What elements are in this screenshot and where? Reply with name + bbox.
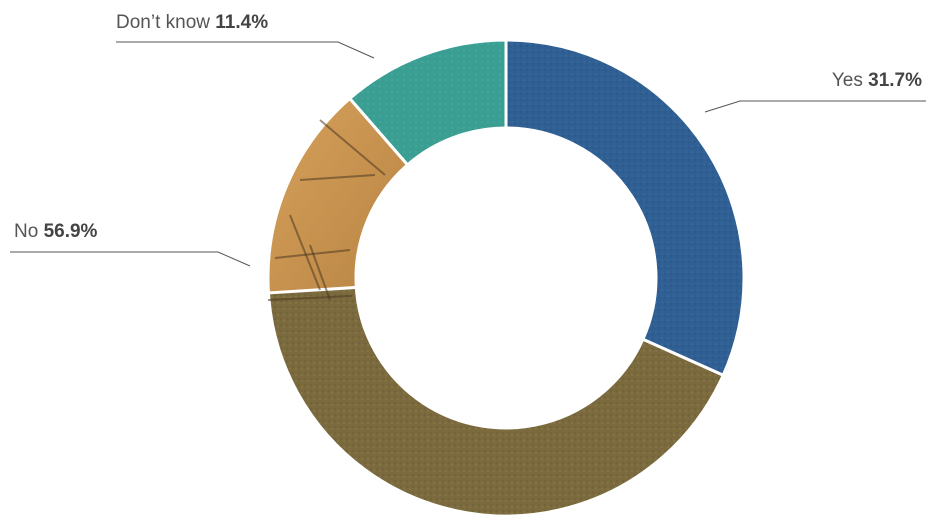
chip-contact-line (267, 295, 353, 301)
slice-labels: Yes 31.7% No 56.9% Don’t know 11.4% (10, 12, 926, 267)
donut-slices (266, 38, 746, 515)
slice-label-value: 11.4% (215, 12, 268, 33)
slice-label-value: 31.7% (868, 70, 922, 91)
chip-gold-overlay (266, 96, 410, 295)
chip-contact-line (309, 244, 331, 301)
slice-label-name: No (14, 221, 44, 242)
slice-label-name: Don’t know (116, 12, 215, 33)
slice-label: Yes 31.7% (832, 70, 922, 91)
leader-line (10, 251, 251, 267)
chip-contact-line (319, 119, 386, 176)
slice-label: No 56.9% (14, 221, 98, 242)
leader-line (704, 100, 926, 113)
slice-yes (504, 38, 746, 378)
chip-texture-decoration (266, 96, 410, 301)
leader-line (116, 41, 375, 59)
slice-label-name: Yes (832, 70, 868, 91)
chip-contact-line (289, 214, 321, 291)
chip-contact-line (299, 174, 376, 181)
slice-label: Don’t know 11.4% (116, 12, 268, 33)
slice-label-value: 56.9% (44, 221, 98, 242)
slice-don-t-know (347, 38, 508, 167)
